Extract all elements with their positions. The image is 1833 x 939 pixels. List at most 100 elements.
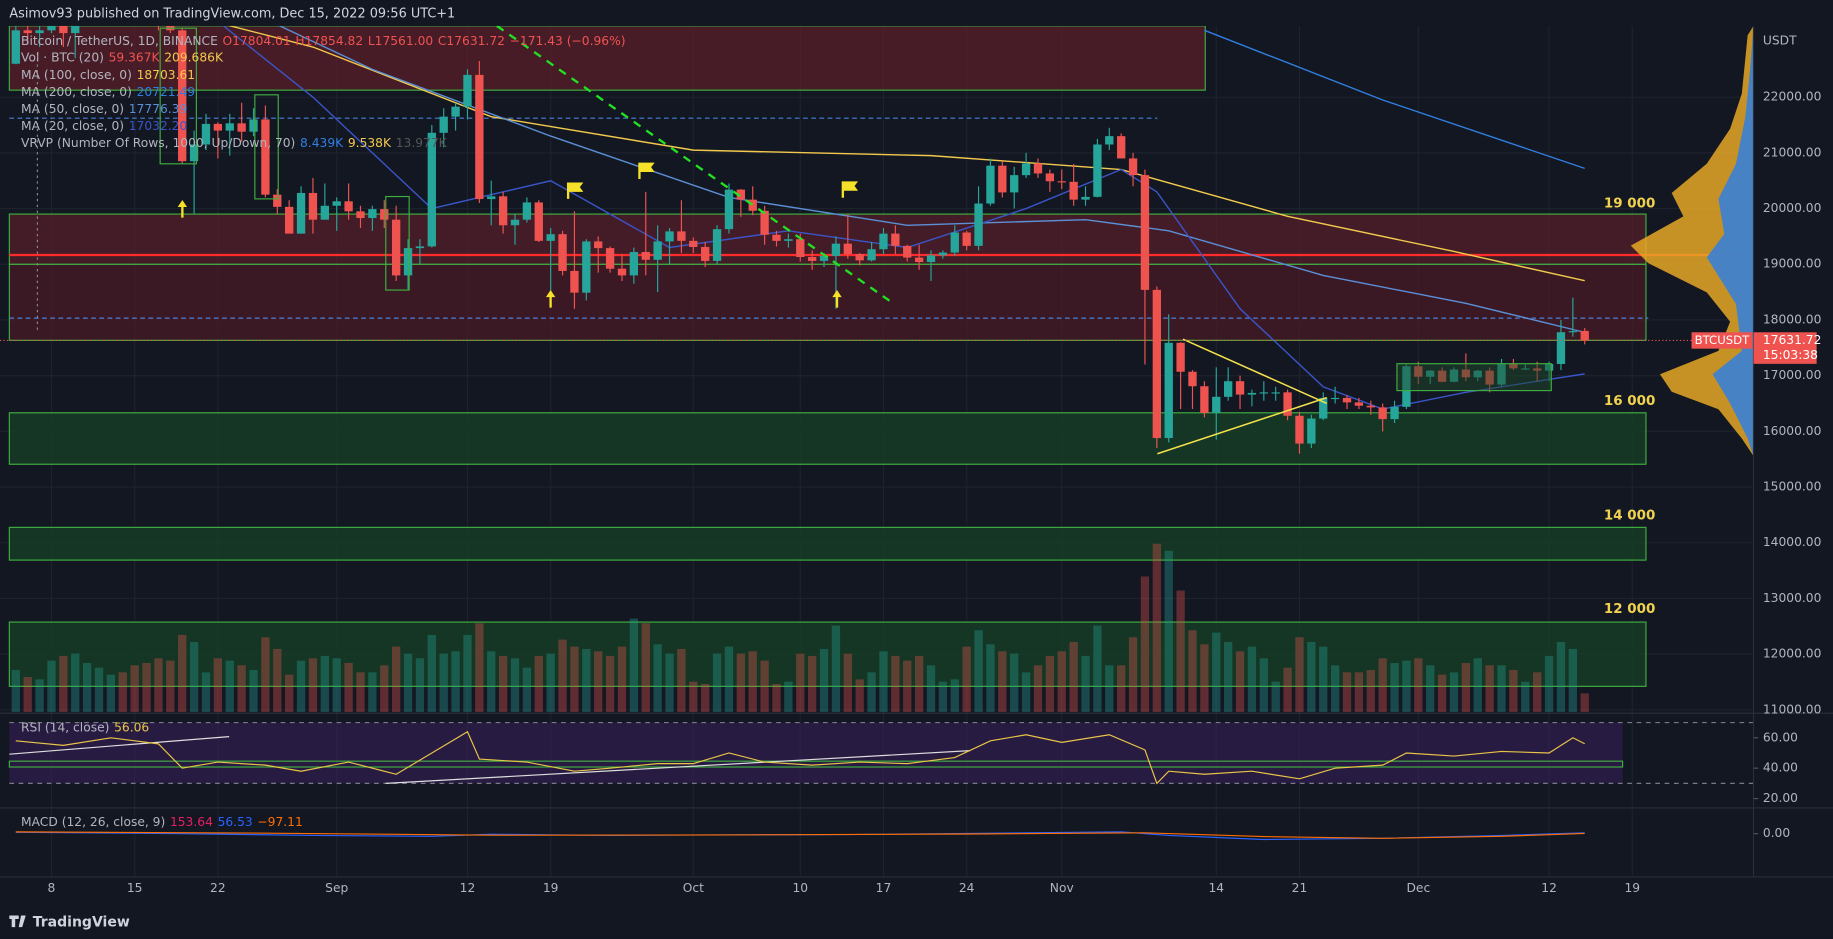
- legend-value: −97.11: [257, 814, 302, 828]
- volume-bar: [855, 679, 864, 713]
- candle-body: [1223, 381, 1233, 397]
- volume-bar: [1307, 641, 1316, 713]
- candle-body: [439, 116, 448, 133]
- legend-row: MA (50, close, 0) 17776.39: [21, 101, 187, 115]
- legend-row: MA (20, close, 0) 17032.20: [21, 118, 187, 132]
- candle-body: [962, 232, 971, 246]
- volume-bar: [1295, 637, 1304, 713]
- volume-bar: [1497, 665, 1506, 713]
- zone-label: 19 000: [1604, 197, 1655, 212]
- candle-body: [1342, 397, 1352, 403]
- volume-bar: [1319, 646, 1328, 713]
- legend-value: 8.439K: [300, 135, 344, 149]
- highlight-box: [385, 195, 410, 291]
- candle-body: [1556, 332, 1566, 364]
- arrow: [177, 200, 188, 218]
- volume-bar: [558, 639, 567, 713]
- legend-value: C17631.72: [438, 34, 505, 48]
- candle-body: [1021, 163, 1031, 176]
- rsi-zone: [8, 760, 1624, 768]
- candle-body: [415, 246, 425, 249]
- candle-body: [1378, 407, 1387, 420]
- price-tag: [1753, 332, 1817, 364]
- volume-bar: [1568, 648, 1578, 713]
- candle-body: [605, 248, 615, 269]
- zone: [8, 25, 1206, 91]
- candle-body: [617, 268, 627, 276]
- candle-body: [665, 231, 674, 242]
- legend-row: Vol · BTC (20) 59.367K 209.686K: [21, 50, 224, 64]
- volume-bar: [986, 644, 995, 713]
- candle-body: [677, 231, 686, 241]
- volume-bar: [154, 658, 163, 713]
- legend-value: 153.64: [170, 814, 213, 828]
- range-box: [1396, 363, 1552, 392]
- volume-bar: [938, 681, 948, 713]
- candle-body: [724, 189, 734, 230]
- candle-body: [522, 202, 532, 220]
- x-tick-label: 19: [543, 881, 559, 895]
- volume-bar: [510, 658, 520, 713]
- volume-bar: [594, 651, 603, 713]
- candle-body: [1176, 342, 1185, 372]
- legend-value: O17804.01: [223, 34, 291, 48]
- volume-bar: [380, 665, 389, 713]
- candle-body: [546, 234, 555, 241]
- legend-value: H17854.82: [295, 34, 363, 48]
- candle-body: [237, 123, 246, 132]
- legend-name: RSI (14, close): [21, 720, 109, 734]
- ma-layer: [222, 25, 1585, 410]
- volume-bar: [1521, 681, 1530, 713]
- volume-bar: [23, 676, 32, 713]
- volume-bar: [1152, 543, 1162, 713]
- volume-bar: [94, 667, 104, 713]
- legend-value: 56.06: [114, 720, 149, 734]
- ma-line: [222, 25, 1585, 410]
- candle-body: [391, 219, 401, 276]
- volume-bar: [1390, 662, 1399, 713]
- x-tick-label: 24: [959, 881, 975, 895]
- candle-body: [332, 201, 341, 206]
- volume-bar: [1414, 658, 1423, 713]
- y-tick-label: 15000.00: [1763, 480, 1822, 494]
- zone-label: 12 000: [1604, 602, 1655, 617]
- volume-bar: [1140, 576, 1150, 713]
- x-tick-label: 12: [460, 881, 476, 895]
- candle-body: [1093, 144, 1102, 197]
- volume-bar: [736, 653, 746, 713]
- candle-body: [1033, 163, 1043, 174]
- candle-body: [784, 239, 793, 241]
- arrow: [832, 290, 842, 308]
- volume-bar: [1449, 672, 1459, 713]
- volume-bar: [178, 634, 187, 713]
- legend-name: MA (50, close, 0): [21, 101, 124, 115]
- volume-bar: [962, 646, 971, 713]
- y-tick-label: 19000.00: [1763, 257, 1822, 271]
- candle-body: [582, 241, 591, 293]
- volume-bar: [1128, 637, 1138, 713]
- candle-body: [463, 74, 472, 107]
- candle-body: [1568, 331, 1578, 333]
- volume-bar: [35, 679, 44, 713]
- volume-bar: [641, 623, 650, 713]
- zone: [8, 412, 1647, 465]
- volume-bar: [1402, 660, 1411, 713]
- candle-body: [1212, 396, 1221, 413]
- volume-bar: [118, 672, 127, 713]
- candle-body: [1069, 181, 1078, 200]
- candle-body: [285, 206, 294, 234]
- candle-body: [427, 132, 436, 247]
- zone: [8, 621, 1647, 687]
- top-bar: [0, 0, 1833, 26]
- ma-line: [1204, 29, 1585, 170]
- x-tick-label: 14: [1208, 881, 1224, 895]
- legend-name: MA (200, close, 0): [21, 84, 132, 98]
- flag: [638, 162, 655, 180]
- volume-bar: [475, 623, 484, 713]
- volume-bar: [1045, 655, 1055, 713]
- candle-body: [1117, 136, 1126, 159]
- candle-body: [11, 30, 20, 64]
- legend-name: MA (100, close, 0): [21, 67, 132, 81]
- flag: [566, 182, 584, 199]
- zone-label: 16 000: [1604, 394, 1655, 409]
